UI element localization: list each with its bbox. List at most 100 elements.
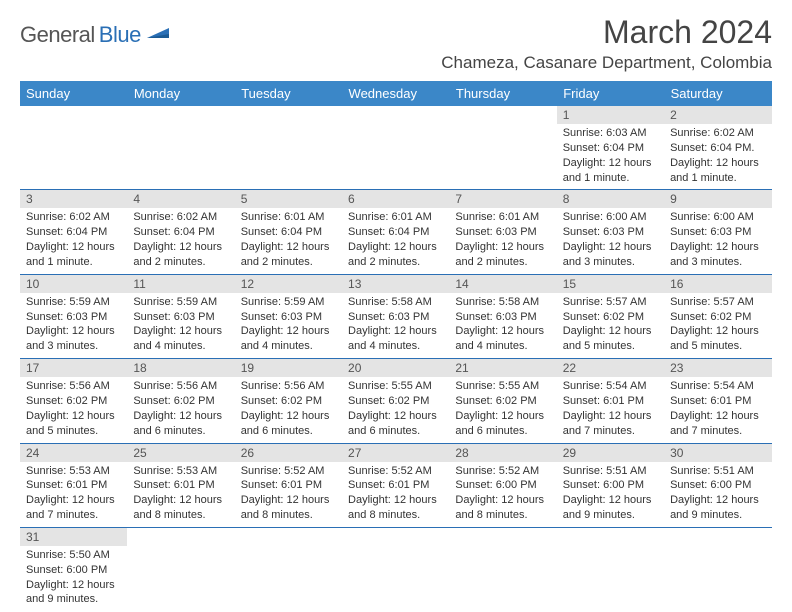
calendar-cell [127,106,234,190]
day-info: Sunrise: 6:00 AMSunset: 6:03 PMDaylight:… [664,208,771,273]
calendar-cell: 29Sunrise: 5:51 AMSunset: 6:00 PMDayligh… [557,443,664,527]
calendar-cell: 30Sunrise: 5:51 AMSunset: 6:00 PMDayligh… [664,443,771,527]
calendar-cell: 21Sunrise: 5:55 AMSunset: 6:02 PMDayligh… [449,359,556,443]
day-number: 22 [557,359,664,377]
calendar-cell: 19Sunrise: 5:56 AMSunset: 6:02 PMDayligh… [235,359,342,443]
calendar-cell [127,527,234,611]
logo: GeneralBlue [20,22,173,48]
day-info: Sunrise: 5:59 AMSunset: 6:03 PMDaylight:… [20,293,127,358]
day-number: 30 [664,444,771,462]
logo-text-general: General [20,22,95,48]
calendar-cell: 9Sunrise: 6:00 AMSunset: 6:03 PMDaylight… [664,190,771,274]
day-number: 19 [235,359,342,377]
day-info: Sunrise: 5:57 AMSunset: 6:02 PMDaylight:… [664,293,771,358]
day-number: 2 [664,106,771,124]
day-info: Sunrise: 5:55 AMSunset: 6:02 PMDaylight:… [342,377,449,442]
calendar-cell: 2Sunrise: 6:02 AMSunset: 6:04 PM.Dayligh… [664,106,771,190]
calendar-cell [449,106,556,190]
logo-text-blue: Blue [99,22,141,48]
day-number: 5 [235,190,342,208]
day-number: 1 [557,106,664,124]
weekday-header: Sunday [20,81,127,106]
day-info: Sunrise: 6:01 AMSunset: 6:03 PMDaylight:… [449,208,556,273]
calendar-cell [20,106,127,190]
day-number: 17 [20,359,127,377]
day-number: 12 [235,275,342,293]
calendar-cell: 23Sunrise: 5:54 AMSunset: 6:01 PMDayligh… [664,359,771,443]
calendar-cell: 15Sunrise: 5:57 AMSunset: 6:02 PMDayligh… [557,274,664,358]
calendar-cell [449,527,556,611]
weekday-header: Thursday [449,81,556,106]
calendar-cell [342,106,449,190]
calendar-cell: 16Sunrise: 5:57 AMSunset: 6:02 PMDayligh… [664,274,771,358]
day-info: Sunrise: 5:56 AMSunset: 6:02 PMDaylight:… [127,377,234,442]
day-number: 6 [342,190,449,208]
calendar-cell: 28Sunrise: 5:52 AMSunset: 6:00 PMDayligh… [449,443,556,527]
calendar-cell: 17Sunrise: 5:56 AMSunset: 6:02 PMDayligh… [20,359,127,443]
day-info: Sunrise: 5:54 AMSunset: 6:01 PMDaylight:… [664,377,771,442]
day-info: Sunrise: 5:58 AMSunset: 6:03 PMDaylight:… [449,293,556,358]
weekday-header: Wednesday [342,81,449,106]
weekday-header: Friday [557,81,664,106]
calendar-cell: 1Sunrise: 6:03 AMSunset: 6:04 PMDaylight… [557,106,664,190]
calendar-cell: 22Sunrise: 5:54 AMSunset: 6:01 PMDayligh… [557,359,664,443]
calendar-cell: 3Sunrise: 6:02 AMSunset: 6:04 PMDaylight… [20,190,127,274]
calendar-cell: 4Sunrise: 6:02 AMSunset: 6:04 PMDaylight… [127,190,234,274]
title-block: March 2024 Chameza, Casanare Department,… [441,14,772,73]
calendar-cell: 25Sunrise: 5:53 AMSunset: 6:01 PMDayligh… [127,443,234,527]
day-number: 11 [127,275,234,293]
day-info: Sunrise: 6:02 AMSunset: 6:04 PMDaylight:… [20,208,127,273]
day-number: 27 [342,444,449,462]
calendar-cell: 31Sunrise: 5:50 AMSunset: 6:00 PMDayligh… [20,527,127,611]
calendar-body: 1Sunrise: 6:03 AMSunset: 6:04 PMDaylight… [20,106,772,611]
day-number: 13 [342,275,449,293]
day-number: 28 [449,444,556,462]
day-number: 3 [20,190,127,208]
day-number: 26 [235,444,342,462]
month-title: March 2024 [441,14,772,51]
day-number: 15 [557,275,664,293]
calendar-cell: 27Sunrise: 5:52 AMSunset: 6:01 PMDayligh… [342,443,449,527]
calendar-cell: 14Sunrise: 5:58 AMSunset: 6:03 PMDayligh… [449,274,556,358]
day-number: 31 [20,528,127,546]
day-number: 8 [557,190,664,208]
day-info: Sunrise: 6:02 AMSunset: 6:04 PM.Daylight… [664,124,771,189]
calendar-cell [664,527,771,611]
day-info: Sunrise: 6:02 AMSunset: 6:04 PMDaylight:… [127,208,234,273]
day-info: Sunrise: 5:56 AMSunset: 6:02 PMDaylight:… [235,377,342,442]
weekday-header: Saturday [664,81,771,106]
day-number: 9 [664,190,771,208]
calendar-cell: 6Sunrise: 6:01 AMSunset: 6:04 PMDaylight… [342,190,449,274]
calendar-cell: 24Sunrise: 5:53 AMSunset: 6:01 PMDayligh… [20,443,127,527]
day-info: Sunrise: 5:51 AMSunset: 6:00 PMDaylight:… [664,462,771,527]
day-number: 20 [342,359,449,377]
day-info: Sunrise: 5:51 AMSunset: 6:00 PMDaylight:… [557,462,664,527]
weekday-header: Monday [127,81,234,106]
calendar-cell [235,106,342,190]
day-number: 10 [20,275,127,293]
day-info: Sunrise: 5:52 AMSunset: 6:01 PMDaylight:… [235,462,342,527]
day-number: 23 [664,359,771,377]
calendar-cell: 26Sunrise: 5:52 AMSunset: 6:01 PMDayligh… [235,443,342,527]
day-number: 29 [557,444,664,462]
day-info: Sunrise: 5:55 AMSunset: 6:02 PMDaylight:… [449,377,556,442]
calendar-cell: 7Sunrise: 6:01 AMSunset: 6:03 PMDaylight… [449,190,556,274]
calendar-cell: 13Sunrise: 5:58 AMSunset: 6:03 PMDayligh… [342,274,449,358]
day-info: Sunrise: 5:57 AMSunset: 6:02 PMDaylight:… [557,293,664,358]
calendar-cell [235,527,342,611]
calendar-cell [342,527,449,611]
day-info: Sunrise: 5:54 AMSunset: 6:01 PMDaylight:… [557,377,664,442]
day-info: Sunrise: 6:01 AMSunset: 6:04 PMDaylight:… [235,208,342,273]
calendar-cell: 5Sunrise: 6:01 AMSunset: 6:04 PMDaylight… [235,190,342,274]
calendar-cell: 20Sunrise: 5:55 AMSunset: 6:02 PMDayligh… [342,359,449,443]
logo-flag-icon [147,24,173,47]
day-info: Sunrise: 6:00 AMSunset: 6:03 PMDaylight:… [557,208,664,273]
day-number: 25 [127,444,234,462]
header: GeneralBlue March 2024 Chameza, Casanare… [20,14,772,73]
day-info: Sunrise: 5:52 AMSunset: 6:01 PMDaylight:… [342,462,449,527]
day-info: Sunrise: 5:53 AMSunset: 6:01 PMDaylight:… [20,462,127,527]
day-info: Sunrise: 5:59 AMSunset: 6:03 PMDaylight:… [127,293,234,358]
day-info: Sunrise: 5:58 AMSunset: 6:03 PMDaylight:… [342,293,449,358]
calendar-cell: 11Sunrise: 5:59 AMSunset: 6:03 PMDayligh… [127,274,234,358]
calendar-table: SundayMondayTuesdayWednesdayThursdayFrid… [20,81,772,611]
